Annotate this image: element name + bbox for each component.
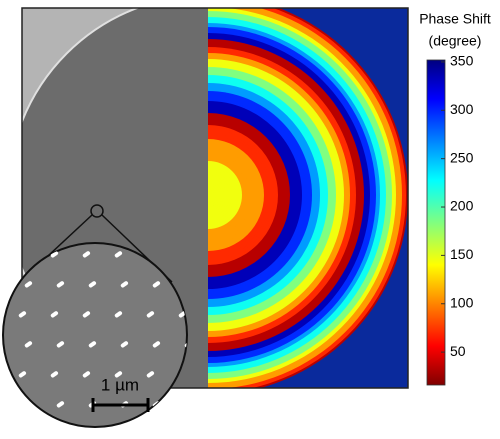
nanostructure xyxy=(184,401,187,408)
colorbar-tick-label: 200 xyxy=(450,198,474,214)
nanostructure xyxy=(56,281,65,288)
nanostructure xyxy=(50,311,59,318)
colorbar-tick-label: 300 xyxy=(450,101,474,117)
nanostructure xyxy=(82,371,91,378)
colorbar-tick-label: 100 xyxy=(450,294,474,310)
nanostructure xyxy=(24,341,33,348)
nanostructure xyxy=(24,281,33,288)
frame xyxy=(21,7,409,389)
nanostructure xyxy=(82,251,91,258)
phase-ring xyxy=(208,193,210,197)
colorbar-title: (degree) xyxy=(429,33,482,49)
nanostructure xyxy=(178,311,187,318)
nanostructure xyxy=(50,371,59,378)
colorbar xyxy=(426,59,446,386)
inset-image xyxy=(2,242,188,428)
nanostructure xyxy=(18,371,27,378)
nanostructure xyxy=(56,401,65,408)
nanostructure xyxy=(88,281,97,288)
nanostructure xyxy=(114,371,123,378)
nanostructure xyxy=(152,341,161,348)
nanostructure xyxy=(120,341,129,348)
colorbar-tick-label: 50 xyxy=(450,343,466,359)
nanostructure xyxy=(152,281,161,288)
nanostructure xyxy=(18,311,27,318)
nanostructure xyxy=(88,341,97,348)
colorbar-tick-label: 150 xyxy=(450,246,474,262)
nanostructure xyxy=(114,311,123,318)
nanostructure xyxy=(146,311,155,318)
nanostructure xyxy=(50,251,59,258)
phase-map xyxy=(208,8,408,388)
colorbar-tick-label: 250 xyxy=(450,149,474,165)
nanostructure xyxy=(82,311,91,318)
nanostructure xyxy=(56,341,65,348)
nanostructure xyxy=(114,251,123,258)
nanostructure xyxy=(146,371,155,378)
zoom-marker xyxy=(90,204,104,218)
colorbar-title: Phase Shift xyxy=(419,11,491,27)
colorbar-tick-label: 350 xyxy=(450,53,474,69)
nanostructure xyxy=(120,281,129,288)
scale-bar-label: 1 µm xyxy=(101,375,139,394)
